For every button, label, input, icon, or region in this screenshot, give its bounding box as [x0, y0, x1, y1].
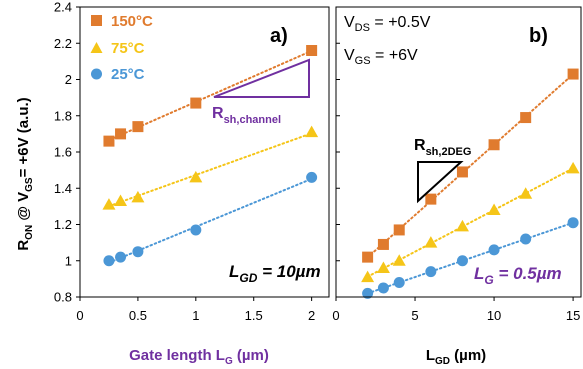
x-tick-label: 1 — [192, 308, 199, 323]
data-point-25c — [393, 277, 405, 288]
x-tick-label: 1.5 — [245, 308, 263, 323]
panel-a-label: a) — [270, 25, 288, 47]
data-point-25c — [456, 255, 468, 267]
x-tick-label: 0.5 — [129, 308, 147, 323]
y-tick-label: 1.4 — [54, 181, 72, 196]
data-point-25c — [567, 217, 579, 229]
y-tick-label: 2.2 — [54, 36, 72, 51]
y-tick-label: 2.4 — [54, 0, 72, 15]
data-point-75c — [376, 261, 390, 273]
data-point-150c — [567, 68, 579, 80]
panel-a-x-axis-label: Gate length LG (µm) — [129, 347, 269, 367]
legend-25c-marker — [91, 68, 102, 80]
data-point-75c — [361, 270, 375, 283]
data-point-75c — [424, 236, 438, 248]
legend-75c-label: 75°C — [111, 40, 145, 57]
panel-b-label: b) — [529, 25, 548, 47]
y-tick-label: 1.6 — [54, 145, 72, 160]
vgs-condition: VGS = +6V — [344, 47, 418, 67]
legend-75c-marker — [90, 42, 103, 53]
data-point-75c — [566, 161, 580, 174]
data-point-150c — [425, 193, 437, 205]
data-point-25c — [362, 287, 374, 299]
data-point-75c — [131, 190, 145, 203]
data-point-150c — [132, 121, 144, 133]
panel-a: 0 0.5 1 1.5 2 0.8 1 1.2 1.4 1.6 1.8 2 2.2 2.4 a) 150°… — [54, 0, 330, 367]
data-point-150c — [362, 251, 374, 263]
lg-annotation: LG = 0.5µm — [474, 264, 562, 287]
data-point-25c — [306, 171, 318, 183]
y-axis-label: RON @ VGS= +6V (a.u.) — [15, 97, 35, 250]
rsh-2deg-triangle — [417, 161, 464, 204]
data-point-75c — [114, 194, 128, 206]
panel-a-ticks: 0 0.5 1 1.5 2 0.8 1 1.2 1.4 1.6 1.8 2 2.2 2.4 — [54, 0, 315, 323]
data-point-25c — [132, 246, 144, 258]
y-tick-label: 1.8 — [54, 108, 72, 123]
data-point-150c — [488, 139, 500, 151]
x-tick-label: 5 — [411, 308, 418, 323]
legend-25c-label: 25°C — [111, 66, 145, 83]
data-point-150c — [306, 45, 318, 56]
x-tick-label: 0 — [332, 308, 339, 323]
vds-condition: VDS = +0.5V — [344, 14, 431, 34]
trendline-triangle — [366, 167, 575, 278]
data-point-25c — [190, 224, 202, 236]
data-point-150c — [190, 97, 202, 109]
data-point-25c — [103, 255, 115, 267]
data-point-75c — [455, 219, 469, 232]
x-tick-label: 0 — [76, 308, 83, 323]
panel-b-points — [361, 68, 580, 299]
legend-150c-marker — [91, 15, 102, 26]
data-point-75c — [392, 254, 406, 266]
x-tick-label: 2 — [308, 308, 315, 323]
data-point-150c — [103, 135, 115, 147]
x-tick-label: 10 — [487, 308, 501, 323]
data-point-150c — [115, 128, 127, 140]
y-tick-label: 0.8 — [54, 290, 72, 305]
panel-b-x-axis-label: LGD (µm) — [426, 347, 486, 367]
data-point-25c — [377, 282, 389, 294]
y-tick-label: 1.2 — [54, 217, 72, 232]
data-point-75c — [102, 198, 116, 210]
x-tick-label: 15 — [566, 308, 580, 323]
data-point-150c — [520, 112, 532, 124]
lgd-annotation: LGD = 10µm — [229, 262, 321, 285]
panel-b: 0 5 10 15 b) VDS = +0.5V VGS = +6V Rsh,2DEG… — [332, 6, 582, 367]
data-point-75c — [189, 170, 203, 183]
rsh-2deg-label: Rsh,2DEG — [414, 137, 471, 158]
data-point-75c — [487, 203, 501, 215]
data-point-25c — [115, 251, 127, 263]
data-point-75c — [519, 187, 533, 199]
trendline-triangle — [107, 132, 313, 208]
legend: 150°C 75°C 25°C — [90, 13, 153, 83]
data-point-25c — [520, 233, 532, 245]
y-tick-label: 2 — [65, 72, 72, 87]
data-point-150c — [377, 238, 389, 250]
legend-150c-label: 150°C — [111, 13, 153, 30]
panel-a-points — [102, 45, 319, 267]
data-point-150c — [393, 224, 405, 236]
data-point-75c — [305, 125, 319, 138]
data-point-25c — [425, 266, 437, 278]
y-tick-label: 1 — [65, 253, 72, 268]
panel-a-frame — [79, 6, 330, 298]
data-point-25c — [488, 244, 500, 256]
rsh-channel-triangle — [213, 58, 310, 98]
rsh-channel-label: Rsh,channel — [212, 105, 281, 126]
trendline-circle — [107, 177, 313, 264]
panel-b-frame — [335, 6, 582, 298]
panel-b-ticks: 0 5 10 15 — [332, 6, 580, 323]
data-point-150c — [456, 166, 468, 178]
